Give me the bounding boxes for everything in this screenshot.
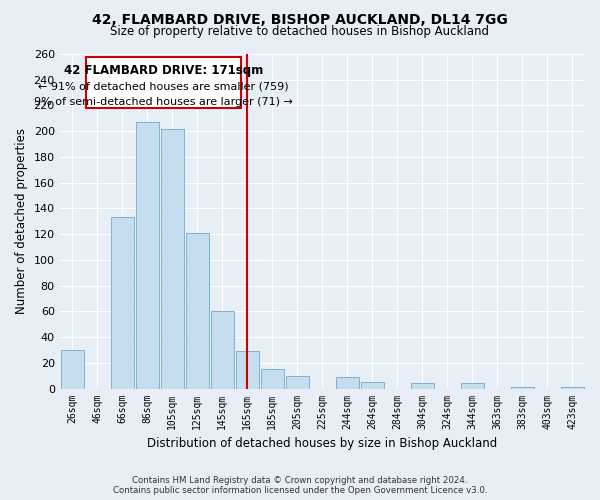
- Y-axis label: Number of detached properties: Number of detached properties: [15, 128, 28, 314]
- Bar: [61, 350, 83, 389]
- Bar: [110, 218, 134, 388]
- Text: Contains public sector information licensed under the Open Government Licence v3: Contains public sector information licen…: [113, 486, 487, 495]
- Bar: [261, 370, 284, 388]
- Text: Contains HM Land Registry data © Crown copyright and database right 2024.: Contains HM Land Registry data © Crown c…: [132, 476, 468, 485]
- Text: 9% of semi-detached houses are larger (71) →: 9% of semi-detached houses are larger (7…: [34, 97, 293, 107]
- Bar: [211, 312, 234, 388]
- Bar: [336, 377, 359, 388]
- X-axis label: Distribution of detached houses by size in Bishop Auckland: Distribution of detached houses by size …: [147, 437, 497, 450]
- FancyBboxPatch shape: [86, 56, 241, 108]
- Bar: [286, 376, 309, 388]
- Bar: [161, 128, 184, 388]
- Bar: [236, 351, 259, 389]
- Bar: [361, 382, 384, 388]
- Text: 42, FLAMBARD DRIVE, BISHOP AUCKLAND, DL14 7GG: 42, FLAMBARD DRIVE, BISHOP AUCKLAND, DL1…: [92, 12, 508, 26]
- Bar: [136, 122, 159, 388]
- Text: Size of property relative to detached houses in Bishop Auckland: Size of property relative to detached ho…: [110, 25, 490, 38]
- Bar: [461, 384, 484, 388]
- Bar: [186, 233, 209, 388]
- Text: ← 91% of detached houses are smaller (759): ← 91% of detached houses are smaller (75…: [38, 82, 289, 92]
- Bar: [411, 384, 434, 388]
- Text: 42 FLAMBARD DRIVE: 171sqm: 42 FLAMBARD DRIVE: 171sqm: [64, 64, 263, 78]
